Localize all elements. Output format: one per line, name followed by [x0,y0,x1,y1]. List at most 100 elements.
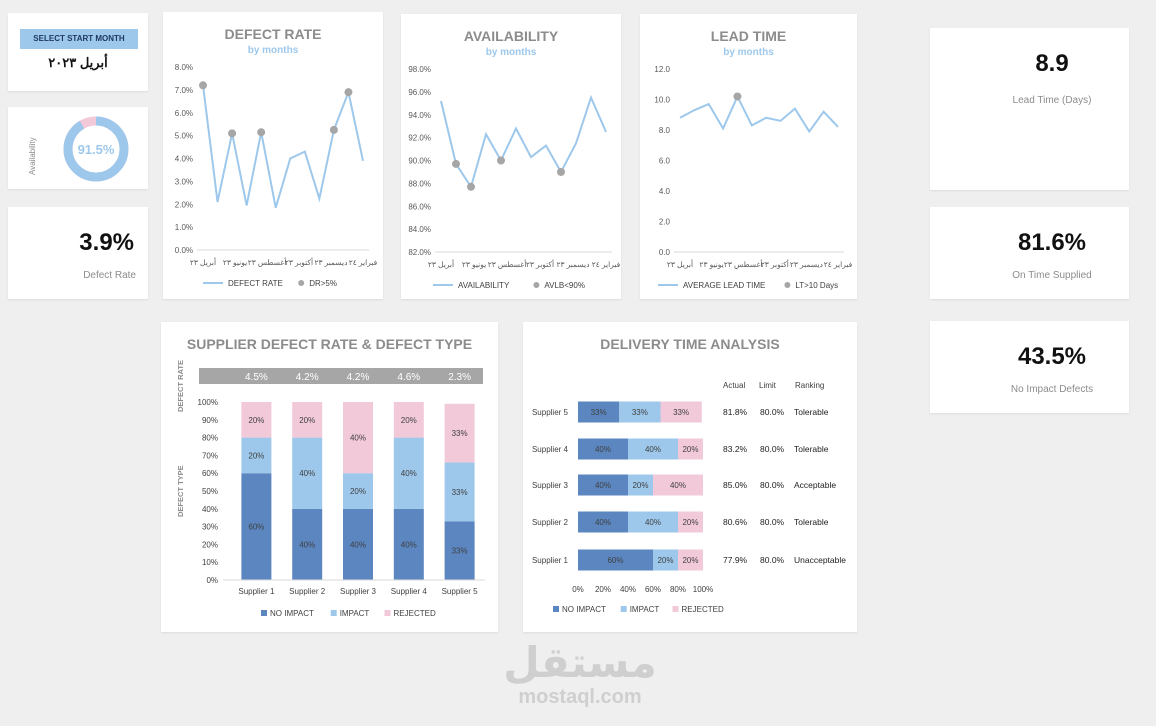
ranking-cell: Acceptable [794,480,836,490]
y-tick-label: 84.0% [408,225,431,234]
segment-data-label: 33% [673,408,689,417]
supplier-defect-rate-value: 2.3% [448,372,471,383]
y-tick-label: 10.0 [654,96,670,105]
stacked-bar-segment [653,549,678,571]
stacked-bar-segment [578,401,620,423]
limit-cell: 80.0% [760,480,785,490]
legend-label: AVERAGE LEAD TIME [683,281,765,290]
y-tick-label: 6.0 [659,157,671,166]
legend-label: REJECTED [682,605,724,614]
defect-rate-band [199,368,483,384]
segment-data-label: 40% [350,434,366,443]
segment-data-label: 33% [591,408,607,417]
segment-data-label: 20% [350,487,366,496]
category-label: Supplier 1 [238,587,275,596]
category-label: Supplier 2 [532,518,569,527]
segment-data-label: 20% [248,451,264,460]
threshold-point [733,92,742,101]
legend-label: AVLB<90% [544,281,585,290]
x-tick-label: 80% [670,585,686,594]
defect-rate-side-label: DEFECT RATE [176,360,185,412]
legend-marker-swatch [298,280,305,286]
segment-data-label: 20% [682,518,698,527]
lead-time-chart-subtitle: by months [723,47,774,58]
availability-card: Availability 91.5% [8,107,148,189]
logo-latin: mostaql.com [518,686,642,708]
y-tick-label: 7.0% [175,86,193,95]
y-tick-label: 4.0 [659,187,671,196]
availability-chart-title: AVAILABILITY [463,28,559,44]
lead-time-chart-card: LEAD TIME by months 0.0 2.0 4.0 6.0 8.0 10.0 1… [640,14,857,299]
select-start-month-button[interactable]: SELECT START MONTH [20,29,138,49]
lead-time-chart-title: LEAD TIME [710,28,787,44]
y-tick-label: 94.0% [408,111,431,120]
y-tick-label: 40% [202,505,218,514]
segment-data-label: 33% [452,488,468,497]
availability-donut: 91.5% [63,116,129,182]
y-tick-label: 4.0% [175,155,193,164]
y-tick-label: 30% [202,523,218,532]
legend-label: NO IMPACT [562,605,606,614]
x-tick-label: يونيو ٢٣ [223,258,247,267]
category-label: Supplier 3 [532,481,569,490]
x-tick-label: ديسمبر ٢٣ [314,258,348,267]
y-tick-label: 2.0% [175,200,193,209]
x-tick-label: 60% [645,585,661,594]
defect-rate-kpi-card: 3.9% Defect Rate [8,207,148,299]
category-label: Supplier 4 [391,587,428,596]
segment-data-label: 40% [645,518,661,527]
legend-marker-swatch [533,282,540,288]
supplier-defect-chart-card: SUPPLIER DEFECT RATE & DEFECT TYPE DEFEC… [161,322,498,632]
threshold-point [467,182,475,191]
on-time-value: 81.6% [1017,229,1087,256]
defect-rate-line-chart: 0.0% 1.0% 2.0% 3.0% 4.0% 5.0% 6.0% 7.0% 8.0% أبري… [175,63,378,288]
stacked-bar-segment [393,402,424,438]
stacked-bar-segment [393,437,424,509]
legend-marker-swatch [784,282,791,288]
actual-cell: 77.9% [723,555,748,565]
legend-label: LT>10 Days [795,281,838,290]
availability-line-chart: 82.0% 84.0% 86.0% 88.0% 90.0% 92.0% 94.0% 96.0%… [408,65,620,290]
no-impact-kpi-card: 43.5% No Impact Defects [930,321,1129,413]
threshold-point [228,129,237,138]
segment-data-label: 20% [299,416,315,425]
x-tick-label: ديسمبر ٢٣ [790,260,824,269]
supplier-defect-rate-value: 4.6% [397,372,420,383]
actual-cell: 83.2% [723,444,748,454]
stacked-bar-segment [628,438,678,460]
defect-type-side-label: DEFECT TYPE [176,465,185,517]
stacked-bar-segment [393,508,424,580]
legend-swatch [330,610,337,616]
table-header: Actual [723,381,745,390]
table-header: Ranking [795,381,824,390]
selected-month[interactable]: أبريل ٢٠٢٣ [48,55,108,70]
stacked-bar-segment [241,437,272,474]
delivery-stacked-bar-chart: Actual Limit Ranking Supplier 5 33% 33% 33% 81.… [532,381,846,614]
lead-time-label: Lead Time (Days) [1012,95,1092,106]
stacked-bar-segment [343,508,373,580]
legend-label: AVAILABILITY [458,281,510,290]
x-tick-label: 0% [572,585,584,594]
stacked-bar-segment [678,511,703,533]
x-tick-label: أبريل ٢٣ [667,258,693,269]
stacked-bar-segment [444,403,475,463]
threshold-point [199,81,207,90]
supplier-stacked-bar-chart: DEFECT RATE DEFECT TYPE 4.5% 60% 20% 20% Suppl… [176,360,485,618]
legend-label: REJECTED [394,609,436,618]
delivery-chart-title: DELIVERY TIME ANALYSIS [600,336,780,352]
series-line [202,85,364,208]
segment-data-label: 60% [248,523,264,532]
logo-arabic: مستقل [503,638,657,687]
y-tick-label: 5.0% [175,132,193,141]
y-tick-label: 98.0% [408,65,431,74]
threshold-point [344,88,353,97]
supplier-defect-rate-value: 4.2% [296,372,319,383]
legend-swatch [261,610,267,616]
y-tick-label: 60% [202,469,218,478]
y-tick-label: 88.0% [408,179,431,188]
y-tick-label: 12.0 [654,65,670,74]
segment-data-label: 40% [350,540,366,549]
no-impact-value: 43.5% [1017,343,1087,370]
x-tick-label: أبريل ٢٣ [190,256,216,267]
